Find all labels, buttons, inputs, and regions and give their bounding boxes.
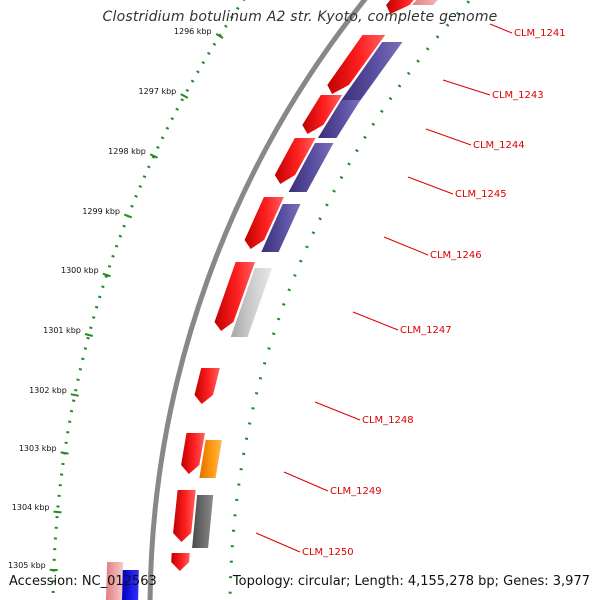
tick-label: 1296 kbp xyxy=(174,27,212,36)
tick-label: 1301 kbp xyxy=(43,326,81,335)
ruler-tick xyxy=(70,393,79,397)
gene-arrow-red xyxy=(214,262,255,331)
gene-label[interactable]: CLM_1245 xyxy=(455,189,507,200)
gene-arrow-lightgray xyxy=(230,268,272,337)
gene-arrow-orange xyxy=(199,440,222,478)
ruler-tick xyxy=(60,451,69,455)
gene-arrow-purple xyxy=(317,100,361,138)
gene-arrow-purple xyxy=(340,42,403,102)
genome-summary-text: Topology: circular; Length: 4,155,278 bp… xyxy=(232,574,590,589)
map-title: Clostridium botulinum A2 str. Kyoto, com… xyxy=(102,9,498,25)
tick-label: 1298 kbp xyxy=(108,147,146,156)
gene-arrow-blue xyxy=(122,570,139,600)
gene-arrow-red xyxy=(173,490,196,542)
ruler-tick xyxy=(180,93,189,99)
gene-label-connector xyxy=(283,471,329,492)
ruler-tick xyxy=(149,153,158,159)
ruler-tick xyxy=(84,333,93,337)
gene-arrow-red xyxy=(327,35,386,94)
ruler-tick xyxy=(215,33,224,39)
ruler-dotted-line xyxy=(51,0,246,600)
tick-label: 1303 kbp xyxy=(19,444,57,453)
gene-arrow-pink xyxy=(106,562,124,600)
gene-arrow-red xyxy=(181,433,205,474)
gene-label[interactable]: CLM_1243 xyxy=(492,90,544,101)
tick-label: 1305 kbp xyxy=(8,561,46,570)
gene-label-connector xyxy=(407,176,454,195)
tick-label: 1300 kbp xyxy=(61,266,99,275)
ruler-tick xyxy=(53,510,62,514)
gene-arrow-red xyxy=(194,368,220,404)
gene-label-connector xyxy=(352,311,399,331)
ruler-tick xyxy=(102,272,111,278)
gene-label[interactable]: CLM_1250 xyxy=(302,547,354,558)
gene-arrow-red xyxy=(171,553,190,571)
gene-arrow-red xyxy=(302,95,343,134)
gene-arrow-red xyxy=(274,138,316,184)
gene-label[interactable]: CLM_1248 xyxy=(362,415,414,426)
tick-label: 1304 kbp xyxy=(12,503,50,512)
gene-label-connector xyxy=(442,79,491,96)
gene-label[interactable]: CLM_1241 xyxy=(514,28,566,39)
gene-label[interactable]: CLM_1246 xyxy=(430,250,482,261)
inner-dotted-line xyxy=(228,0,473,600)
tick-label: 1297 kbp xyxy=(139,87,177,96)
accession-text: Accession: NC_012563 xyxy=(9,574,157,589)
gene-arrow-purple xyxy=(261,204,301,252)
gene-label[interactable]: CLM_1244 xyxy=(473,140,525,151)
gene-label[interactable]: CLM_1249 xyxy=(330,486,382,497)
gene-label[interactable]: CLM_1247 xyxy=(400,325,452,336)
gene-label-connector xyxy=(489,23,513,34)
tick-label: 1302 kbp xyxy=(29,386,67,395)
gene-arrow-pink xyxy=(412,0,438,5)
tick-label: 1299 kbp xyxy=(82,207,120,216)
gene-arrow-red xyxy=(244,197,284,249)
ruler-tick xyxy=(123,213,133,219)
gene-label-connector xyxy=(425,128,472,146)
gene-label-connector xyxy=(255,532,301,553)
gene-arrow-purple xyxy=(288,143,334,192)
gene-label-connector xyxy=(314,401,361,421)
genome-backbone xyxy=(147,0,368,600)
gene-arrow-darkgray xyxy=(192,495,214,548)
gene-arrow-red xyxy=(386,0,414,14)
gene-label-connector xyxy=(383,236,429,256)
